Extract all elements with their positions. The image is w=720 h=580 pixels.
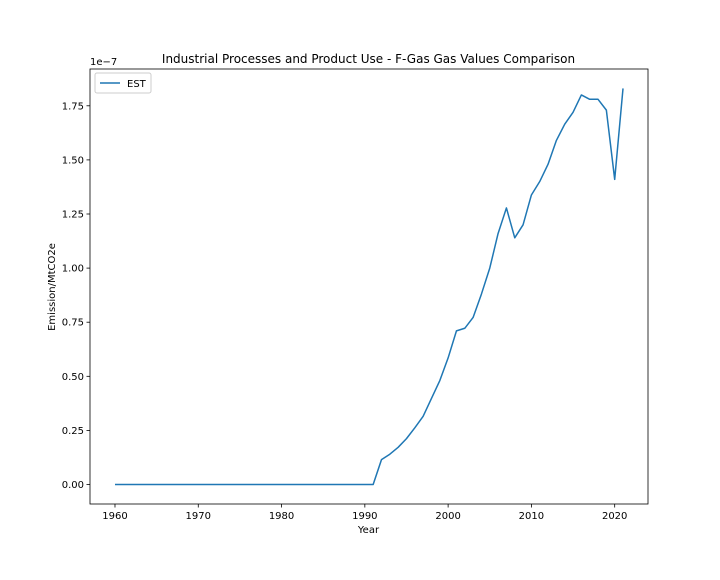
x-tick-label: 2000 [435, 511, 460, 522]
legend-label-est: EST [127, 79, 147, 90]
y-tick-label: 0.75 [62, 318, 84, 329]
chart-title: Industrial Processes and Product Use - F… [162, 52, 575, 66]
x-axis-label: Year [357, 525, 380, 536]
y-axis-offset-text: 1e−7 [90, 57, 117, 68]
x-tick-label: 1980 [269, 511, 294, 522]
x-tick-label: 2010 [519, 511, 544, 522]
series-line-est [114, 88, 624, 486]
plot-area: 1960 1970 1980 1990 2000 2010 2020 0.00 0.25 0.50… [62, 68, 649, 522]
y-tick-label: 0.00 [62, 480, 84, 491]
x-tick-label: 2020 [602, 511, 627, 522]
y-tick-label: 1.25 [62, 210, 84, 221]
axes-frame [89, 68, 649, 505]
y-axis-label: Emission/MtCO2e [47, 243, 58, 331]
y-tick-label: 0.25 [62, 426, 84, 437]
legend-frame [94, 72, 152, 94]
y-tick-label: 1.00 [62, 264, 84, 275]
x-tick-label: 1990 [352, 511, 377, 522]
x-tick-label: 1970 [186, 511, 211, 522]
x-tick-label: 1960 [102, 511, 127, 522]
y-tick-label: 0.50 [62, 372, 84, 383]
y-tick-label: 1.75 [62, 101, 84, 112]
y-tick-label: 1.50 [62, 155, 84, 166]
legend: EST [94, 72, 152, 94]
